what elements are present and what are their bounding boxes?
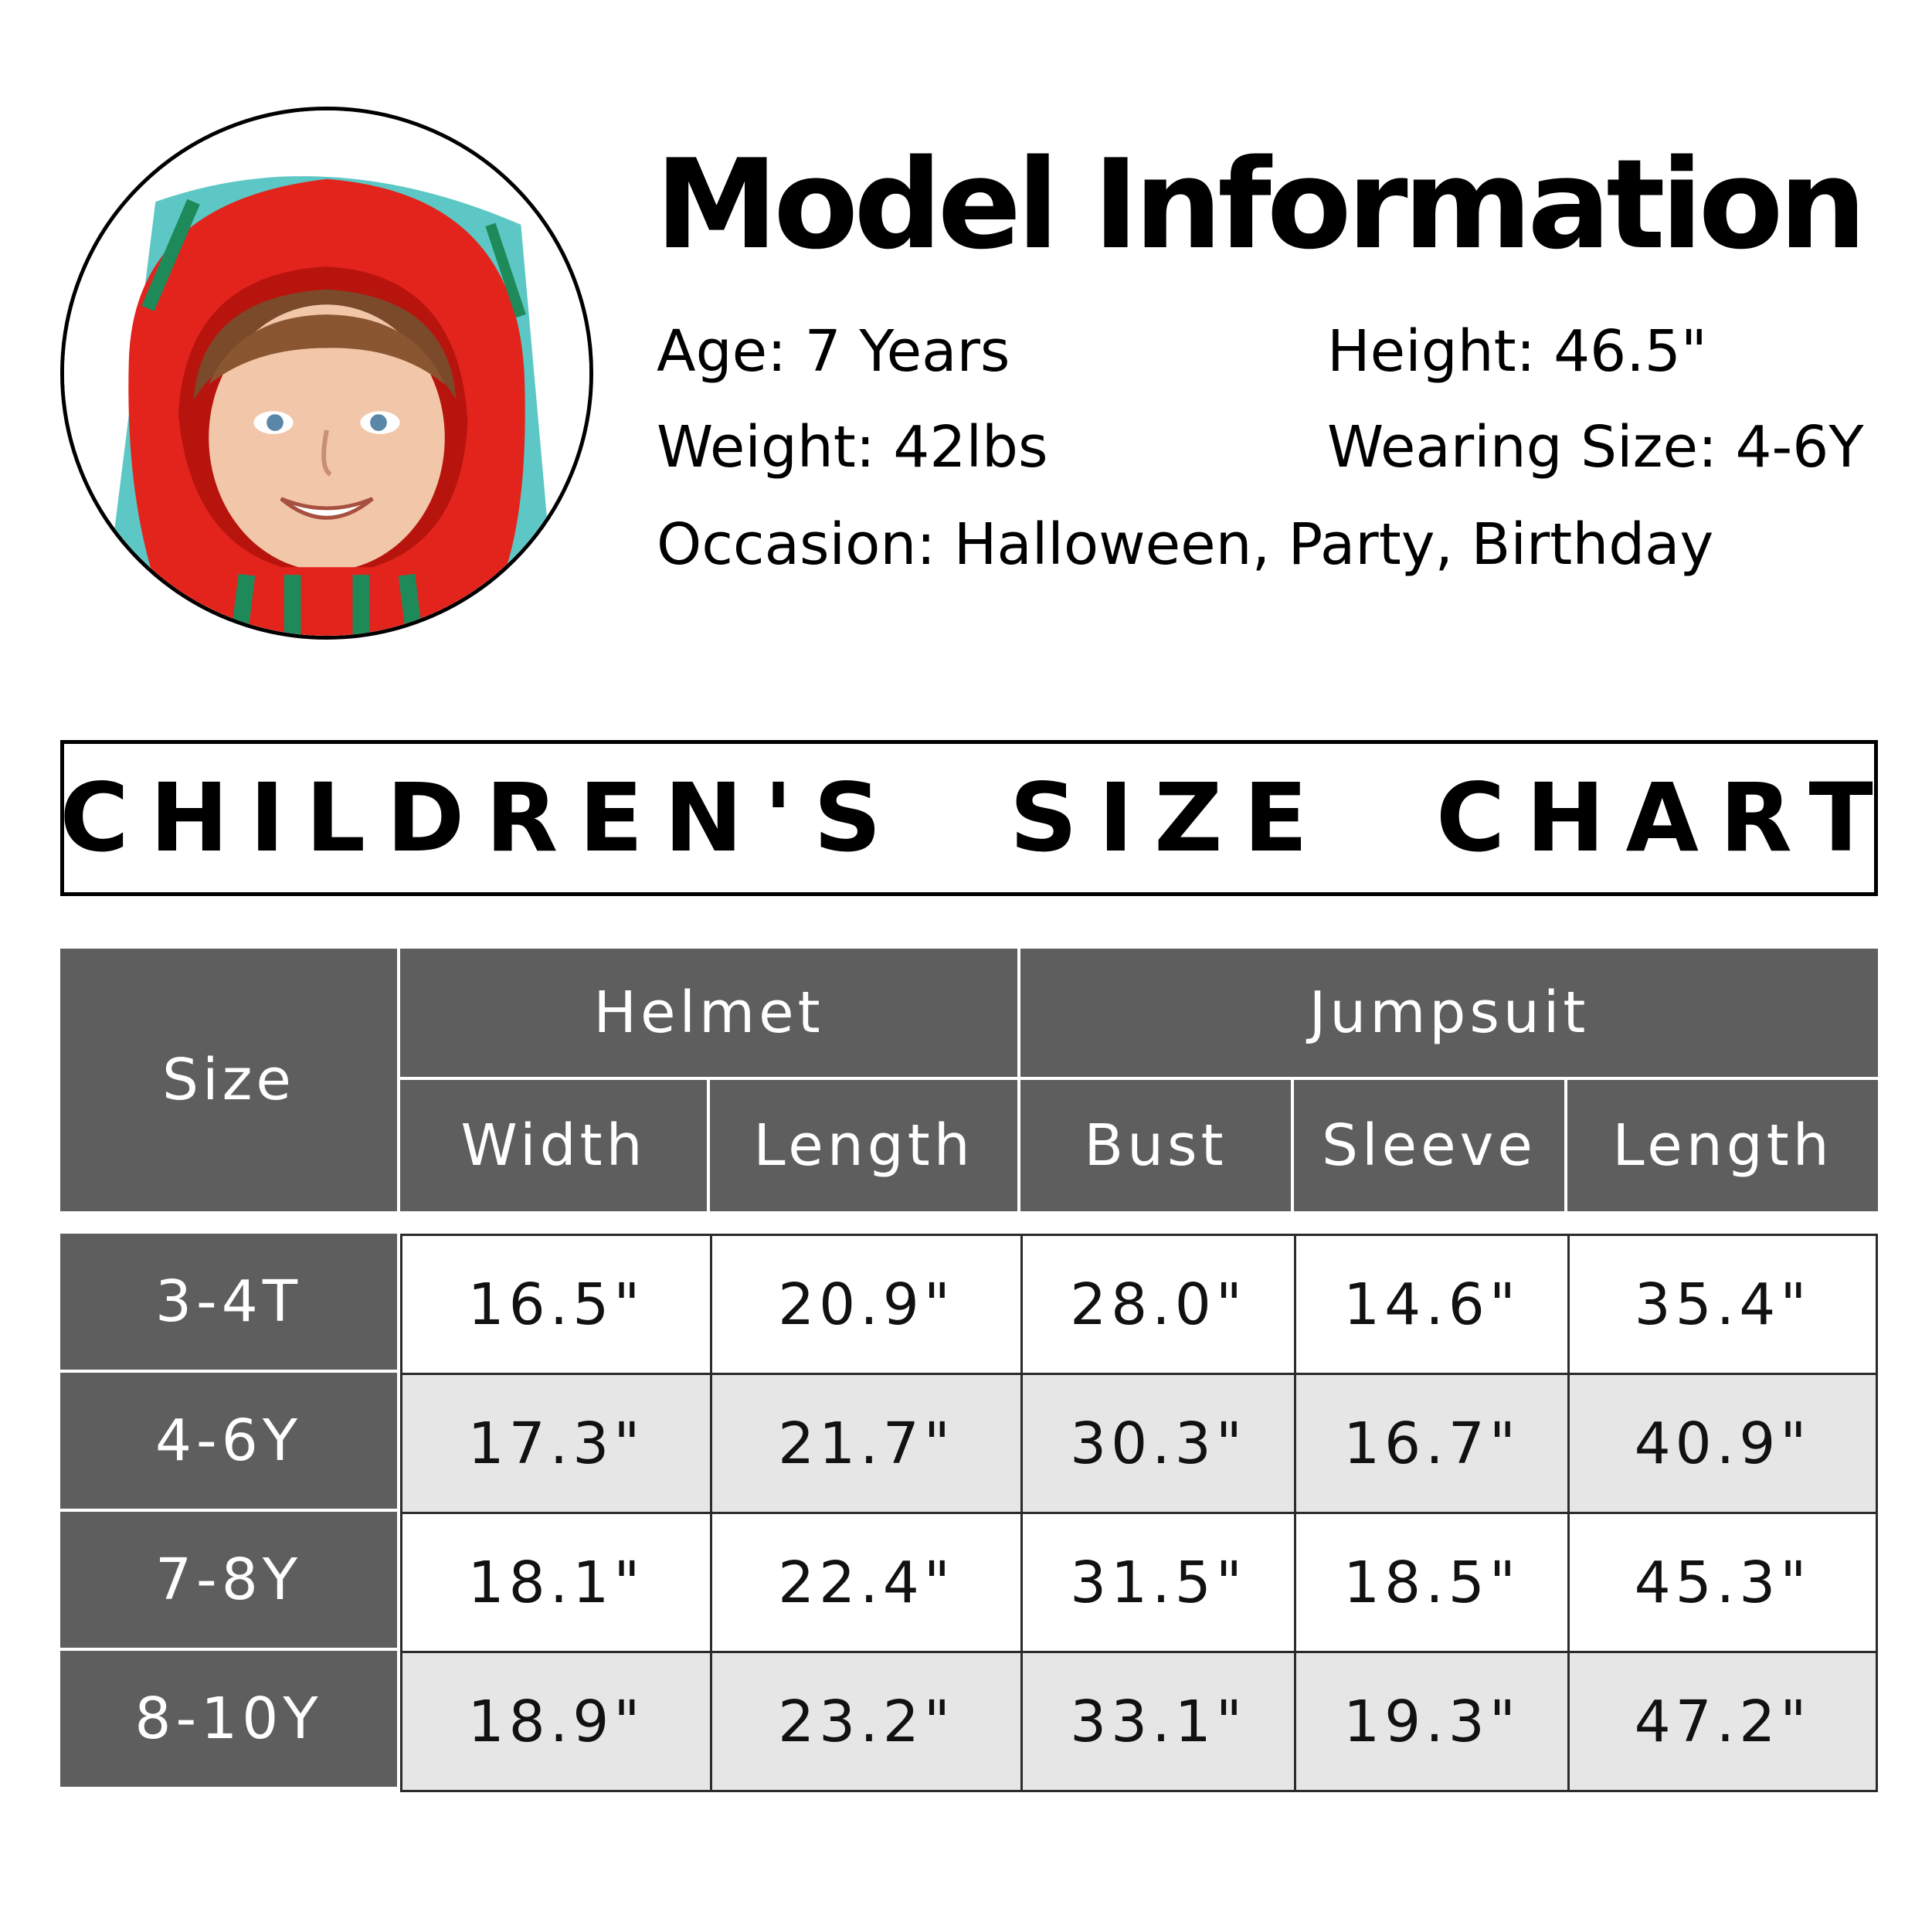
occasion-value: Halloween, Party, Birthday	[953, 511, 1714, 578]
helmet-width-cell: 18.1"	[402, 1514, 712, 1653]
model-photo	[60, 107, 593, 640]
weight-label: Weight:	[657, 414, 875, 480]
jumpsuit-length-cell: 40.9"	[1570, 1375, 1878, 1514]
helmet-width-cell: 16.5"	[402, 1236, 712, 1375]
size-cell: 7-8Y	[60, 1512, 397, 1648]
occasion-label: Occasion:	[657, 511, 936, 578]
size-chart-table: 16.5" 20.9" 28.0" 14.6" 35.4" 17.3" 21.7…	[400, 1234, 1878, 1792]
helmet-header: Helmet	[400, 949, 1017, 1077]
wearing-size-info: Wearing Size: 4-6Y	[1327, 419, 1864, 476]
wearing-size-value: 4-6Y	[1735, 414, 1864, 480]
size-cell: 3-4T	[60, 1234, 397, 1370]
age-info: Age: 7 Years	[657, 323, 1010, 380]
weight-value: 42lbs	[893, 414, 1048, 480]
sleeve-cell: 18.5"	[1296, 1514, 1570, 1653]
helmet-length-cell: 20.9"	[712, 1236, 1023, 1375]
jumpsuit-bust-header: Bust	[1020, 1080, 1291, 1211]
occasion-info: Occasion: Halloween, Party, Birthday	[657, 516, 1713, 573]
model-information-title: Model Information	[655, 132, 1866, 277]
jumpsuit-length-cell: 47.2"	[1570, 1653, 1878, 1792]
helmet-width-cell: 18.9"	[402, 1653, 712, 1792]
bust-cell: 30.3"	[1023, 1375, 1296, 1514]
size-chart-title: CHILDREN'S SIZE CHART	[59, 763, 1894, 873]
size-column: 3-4T 4-6Y 7-8Y 8-10Y	[60, 1234, 397, 1790]
helmet-length-cell: 21.7"	[712, 1375, 1023, 1514]
bust-cell: 33.1"	[1023, 1653, 1296, 1792]
helmet-length-cell: 23.2"	[712, 1653, 1023, 1792]
age-label: Age:	[657, 318, 787, 385]
helmet-width-cell: 17.3"	[402, 1375, 712, 1514]
bust-cell: 28.0"	[1023, 1236, 1296, 1375]
helmet-length-cell: 22.4"	[712, 1514, 1023, 1653]
size-chart-banner: CHILDREN'S SIZE CHART	[59, 740, 1878, 896]
jumpsuit-length-cell: 45.3"	[1570, 1514, 1878, 1653]
size-header: Size	[60, 949, 397, 1211]
table-row: 17.3" 21.7" 30.3" 16.7" 40.9"	[402, 1375, 1878, 1514]
size-cell: 4-6Y	[60, 1373, 397, 1509]
size-cell: 8-10Y	[60, 1651, 397, 1787]
table-row: 18.1" 22.4" 31.5" 18.5" 45.3"	[402, 1514, 1878, 1653]
sleeve-cell: 16.7"	[1296, 1375, 1570, 1514]
height-label: Height:	[1327, 318, 1536, 385]
sleeve-cell: 19.3"	[1296, 1653, 1570, 1792]
jumpsuit-header: Jumpsuit	[1020, 949, 1878, 1077]
height-value: 46.5"	[1553, 318, 1707, 385]
table-row: 18.9" 23.2" 33.1" 19.3" 47.2"	[402, 1653, 1878, 1792]
bust-cell: 31.5"	[1023, 1514, 1296, 1653]
age-value: 7 Years	[804, 318, 1010, 385]
helmet-length-header: Length	[710, 1080, 1017, 1211]
height-info: Height: 46.5"	[1327, 323, 1707, 380]
table-row: 16.5" 20.9" 28.0" 14.6" 35.4"	[402, 1236, 1878, 1375]
sleeve-cell: 14.6"	[1296, 1236, 1570, 1375]
jumpsuit-sleeve-header: Sleeve	[1294, 1080, 1564, 1211]
jumpsuit-length-cell: 35.4"	[1570, 1236, 1878, 1375]
jumpsuit-length-header: Length	[1567, 1080, 1878, 1211]
wearing-size-label: Wearing Size:	[1327, 414, 1717, 480]
child-in-red-hood-image	[64, 110, 589, 636]
weight-info: Weight: 42lbs	[657, 419, 1048, 476]
helmet-width-header: Width	[400, 1080, 707, 1211]
